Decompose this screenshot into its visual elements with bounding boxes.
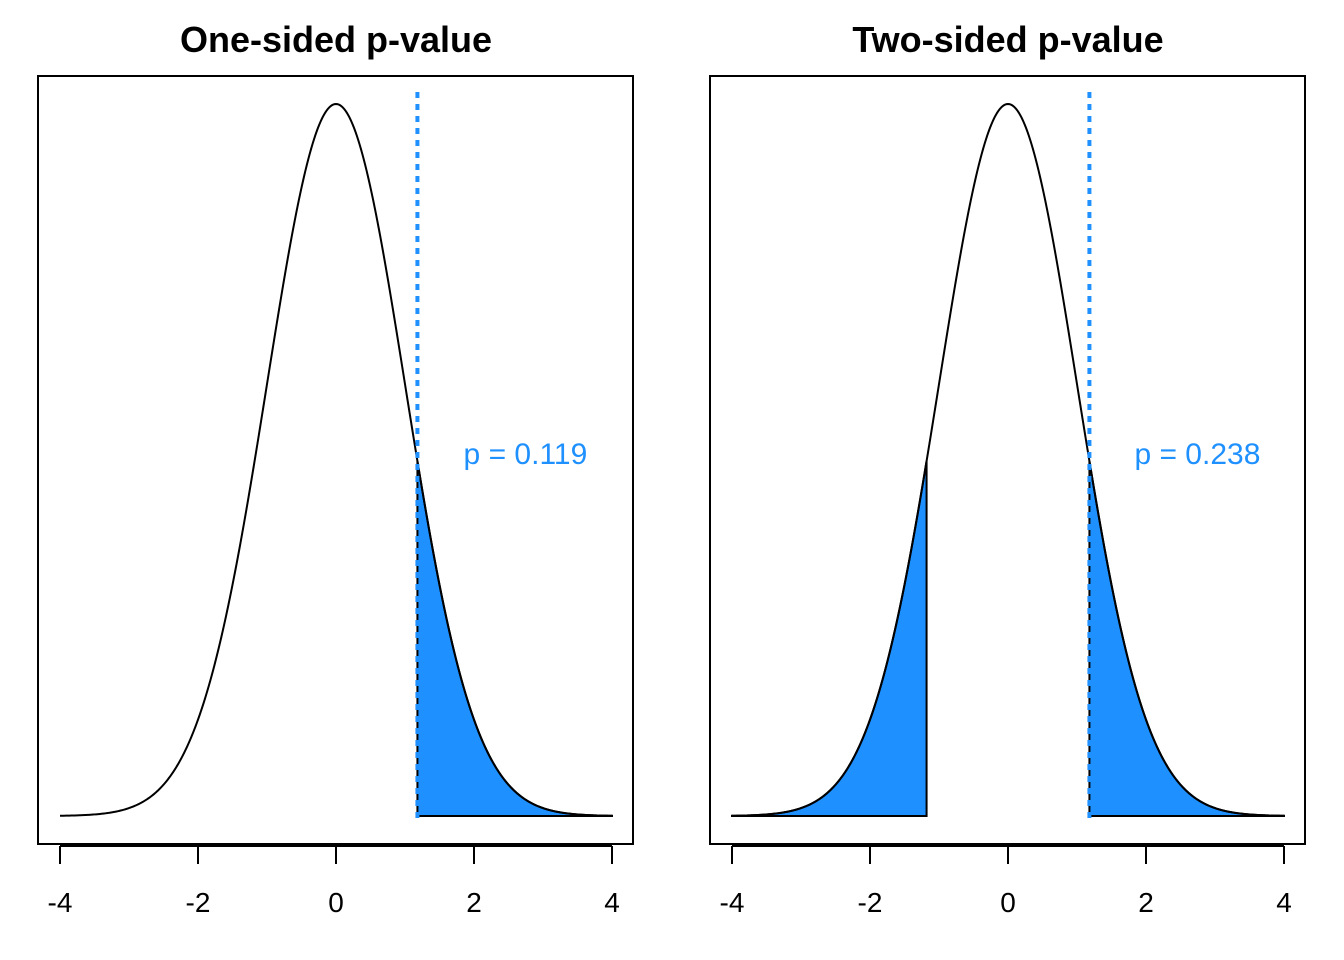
x-tick-label: -2 [186, 887, 211, 918]
panel-title: One-sided p-value [180, 19, 492, 60]
panel-two-sided: Two-sided p-value p = 0.238 -4 -2 0 2 4 [709, 19, 1306, 918]
x-tick-label: -4 [48, 887, 73, 918]
x-tick-label: 0 [328, 887, 344, 918]
panel-title: Two-sided p-value [852, 19, 1163, 60]
density-curve [59, 102, 613, 817]
x-tick-label: -2 [858, 887, 883, 918]
x-tick-label: 4 [604, 887, 620, 918]
panel-one-sided: One-sided p-value p = 0.119 -4 -2 0 2 4 [37, 19, 634, 918]
x-axis: -4 -2 0 2 4 [48, 845, 620, 918]
p-value-annotation: p = 0.119 [464, 438, 588, 471]
x-tick-label: 4 [1276, 887, 1292, 918]
x-tick-label: -4 [720, 887, 745, 918]
plot-frame [37, 75, 634, 845]
density-curve [731, 102, 1285, 817]
x-tick-label: 2 [1138, 887, 1154, 918]
x-axis: -4 -2 0 2 4 [720, 845, 1292, 918]
plot-frame [709, 75, 1306, 845]
x-tick-label: 2 [466, 887, 482, 918]
x-tick-label: 0 [1000, 887, 1016, 918]
p-value-annotation: p = 0.238 [1134, 438, 1260, 471]
